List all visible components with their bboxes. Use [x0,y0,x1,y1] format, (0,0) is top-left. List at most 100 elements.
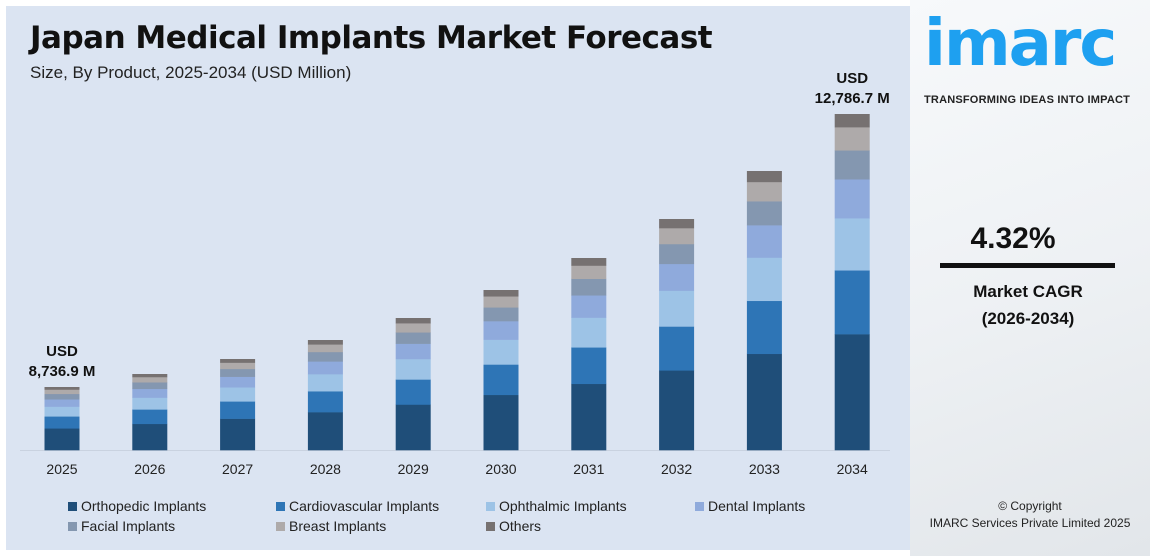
bar-segment-2034-2 [834,218,870,271]
data-label-currency: USD [836,70,868,87]
legend-label: Dental Implants [708,498,806,514]
bar-segment-2028-4 [307,351,343,362]
bar-segment-2025-6 [44,387,80,390]
x-tick-label: 2031 [573,461,604,477]
stacked-bar-chart: 2025 2026 2027 2028 2029 2030 2031 2032 2033 2034… [20,70,890,477]
bar-segment-2026-2 [132,397,168,410]
legend-swatch [276,521,285,531]
bar-segment-2030-3 [483,321,519,340]
legend-swatch [486,501,495,511]
bar-segment-2032-6 [659,219,695,229]
bar-segment-2032-1 [659,326,695,371]
legend-label: Others [499,518,542,534]
x-tick-label: 2030 [485,461,516,477]
bar-segment-2029-3 [395,343,431,360]
legend-swatch [695,501,704,511]
bar-segment-2030-6 [483,290,519,297]
x-tick-label: 2028 [310,461,341,477]
bar-segment-2026-4 [132,382,168,390]
legend-item: Ophthalmic Implants [486,498,627,514]
x-tick-label: 2026 [134,461,165,477]
bar-segment-2029-5 [395,323,431,333]
x-tick-label: 2034 [837,461,868,477]
x-tick-label: 2025 [46,461,77,477]
bar-segment-2026-0 [132,423,168,451]
bar-segment-2033-5 [746,181,782,202]
cagr-label: Market CAGR [973,282,1083,301]
bar-segment-2028-2 [307,374,343,392]
data-label-total: 8,736.9 M [29,363,96,380]
legend-label: Ophthalmic Implants [499,498,627,514]
legend-label: Facial Implants [81,518,176,534]
bar-segment-2028-1 [307,391,343,413]
cagr-divider [940,263,1115,268]
bar-segment-2034-0 [834,334,870,451]
legend-item: Orthopedic Implants [68,498,206,514]
bar-segment-2027-1 [220,401,256,419]
legend-swatch [68,521,77,531]
bar-segment-2031-2 [571,317,607,348]
bar-segment-2030-4 [483,307,519,322]
chart-title: Japan Medical Implants Market Forecast [30,20,713,56]
bar-segment-2029-6 [395,318,431,324]
x-tick-label: 2032 [661,461,692,477]
bar-segment-2029-1 [395,379,431,405]
bar-segment-2027-4 [220,368,256,377]
bar-segment-2031-5 [571,265,607,280]
cagr-value: 4.32% [970,222,1056,255]
bar-segment-2025-1 [44,416,80,429]
legend-swatch [68,501,77,511]
bar-segment-2034-6 [834,114,870,128]
legend-swatch [276,501,285,511]
bar-segment-2025-2 [44,406,80,417]
copyright-line2: IMARC Services Private Limited 2025 [929,516,1131,530]
bar-segment-2025-0 [44,428,80,451]
bar-segment-2032-0 [659,370,695,451]
bar-segment-2028-6 [307,340,343,345]
bar-segment-2027-2 [220,387,256,402]
bar-segment-2031-4 [571,278,607,296]
legend-item: Dental Implants [695,498,805,514]
bar-segment-2031-3 [571,295,607,318]
bar-segment-2027-5 [220,362,256,370]
bar-segment-2026-1 [132,409,168,425]
cagr-period: (2026-2034) [981,309,1075,328]
bar-segment-2030-5 [483,296,519,308]
x-tick-label: 2027 [222,461,253,477]
bar-segment-2027-3 [220,376,256,388]
bar-segment-2032-2 [659,290,695,327]
bar-segment-2031-0 [571,383,607,451]
bar-segment-2031-6 [571,258,607,266]
bar-segment-2033-3 [746,225,782,258]
bar-segment-2030-0 [483,394,519,451]
bar-segment-2031-1 [571,347,607,385]
legend-item: Facial Implants [68,518,175,534]
bar-segment-2029-4 [395,332,431,344]
bar-segment-2030-2 [483,339,519,365]
x-tick-label: 2033 [749,461,780,477]
bar-segment-2032-4 [659,243,695,265]
bar-segment-2027-6 [220,359,256,363]
bar-segment-2033-2 [746,257,782,302]
brand-panel: imarc TRANSFORMING IDEAS INTO IMPACT 4.3… [910,0,1150,556]
bar-segment-2033-6 [746,171,782,183]
bar-segment-2029-0 [395,404,431,451]
legend-label: Orthopedic Implants [81,498,207,514]
bar-segment-2032-5 [659,228,695,245]
legend-label: Cardiovascular Implants [289,498,440,514]
bar-segment-2026-6 [132,374,168,378]
x-tick-label: 2029 [398,461,429,477]
bar-segment-2030-1 [483,364,519,396]
bar-segment-2034-5 [834,127,870,151]
legend-swatch [486,521,495,531]
legend-item: Others [486,518,541,534]
data-label-total: 12,786.7 M [815,90,890,107]
imarc-logo: imarc [924,7,1117,81]
bar-segment-2032-3 [659,263,695,291]
data-label-currency: USD [46,343,78,360]
bar-segment-2029-2 [395,358,431,380]
bar-segment-2028-3 [307,361,343,375]
legend-item: Breast Implants [276,518,386,534]
bar-segment-2034-3 [834,179,870,219]
bar-segment-2033-0 [746,353,782,451]
